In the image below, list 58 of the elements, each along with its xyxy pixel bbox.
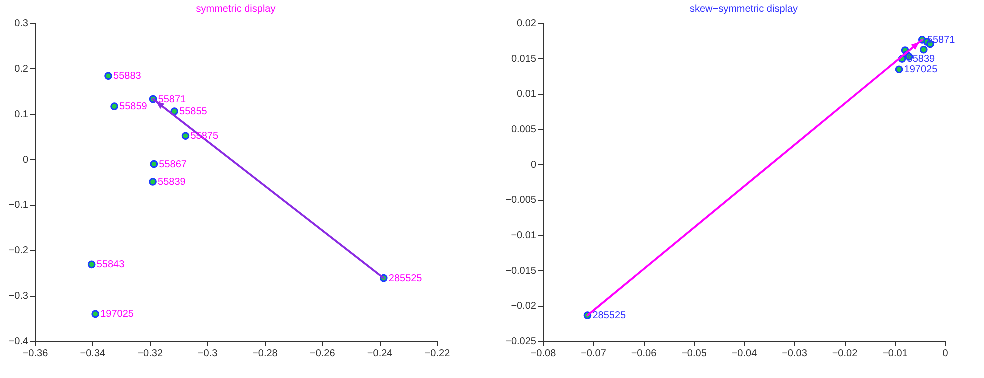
x-tick-label: −0.34: [80, 348, 106, 360]
x-tick-label: −0.3: [198, 348, 218, 360]
y-tick-label: −0.02: [511, 301, 537, 312]
y-tick-label: −0.025: [506, 336, 537, 348]
y-tick-label: −0.1: [8, 200, 29, 212]
y-tick-label: 0: [530, 160, 537, 171]
y-tick-label: −0.01: [511, 230, 537, 242]
point: [88, 260, 96, 269]
annotation: 55867: [159, 159, 188, 170]
y-tick-label: 0.1: [14, 109, 29, 120]
y-tick-label: −0.4: [8, 336, 29, 348]
annotation: 55883: [114, 71, 142, 82]
point: [149, 178, 157, 186]
x-tick-label: −0.08: [530, 348, 557, 360]
x-tick-label: 0: [942, 348, 949, 360]
x-tick-label: −0.05: [682, 348, 708, 360]
annotation: 55871: [158, 94, 187, 106]
y-tick-label: −0.005: [506, 195, 537, 206]
x-tick-label: −0.24: [367, 348, 394, 360]
y-tick-label: 0: [22, 154, 29, 166]
y-tick-label: 0.01: [517, 89, 537, 100]
annotation: 197025: [904, 64, 938, 76]
annotation: 55855: [180, 106, 208, 118]
point: [92, 310, 100, 318]
annotation: 197025: [100, 309, 134, 320]
annotation: 55843: [96, 260, 126, 271]
point: [920, 46, 928, 54]
y-tick-label: 0.2: [14, 64, 29, 75]
y-tick-label: 0.015: [511, 54, 537, 65]
x-tick-label: −0.01: [882, 348, 908, 360]
y-tick-label: 0.02: [517, 18, 537, 30]
x-tick-label: −0.04: [732, 348, 758, 360]
annotation: 55839: [907, 54, 936, 66]
x-tick-label: −0.36: [22, 348, 49, 360]
x-tick-label: −0.03: [782, 348, 808, 360]
x-tick-label: −0.22: [424, 348, 451, 360]
y-tick-label: −0.015: [506, 266, 537, 277]
point: [182, 132, 190, 140]
annotation: 285525: [388, 273, 423, 284]
chart-title: symmetric display: [196, 4, 276, 15]
x-tick-label: −0.32: [138, 348, 164, 360]
annotation: 55859: [120, 102, 148, 113]
y-tick-label: 0.3: [14, 18, 29, 30]
y-tick-label: −0.2: [8, 246, 29, 257]
annotation: 55839: [158, 177, 186, 188]
chart-title: skew−symmetric display: [690, 4, 798, 15]
annotation: 285525: [592, 310, 627, 322]
x-tick-label: −0.06: [631, 348, 658, 360]
x-tick-label: −0.07: [581, 348, 607, 360]
y-tick-label: −0.3: [8, 291, 29, 302]
point: [895, 66, 904, 74]
x-tick-label: −0.26: [310, 348, 336, 360]
x-tick-label: −0.02: [832, 348, 858, 360]
point: [110, 102, 118, 110]
y-tick-label: 0.005: [511, 124, 537, 136]
point: [104, 72, 112, 80]
point: [150, 160, 158, 168]
x-tick-label: −0.28: [252, 348, 278, 360]
